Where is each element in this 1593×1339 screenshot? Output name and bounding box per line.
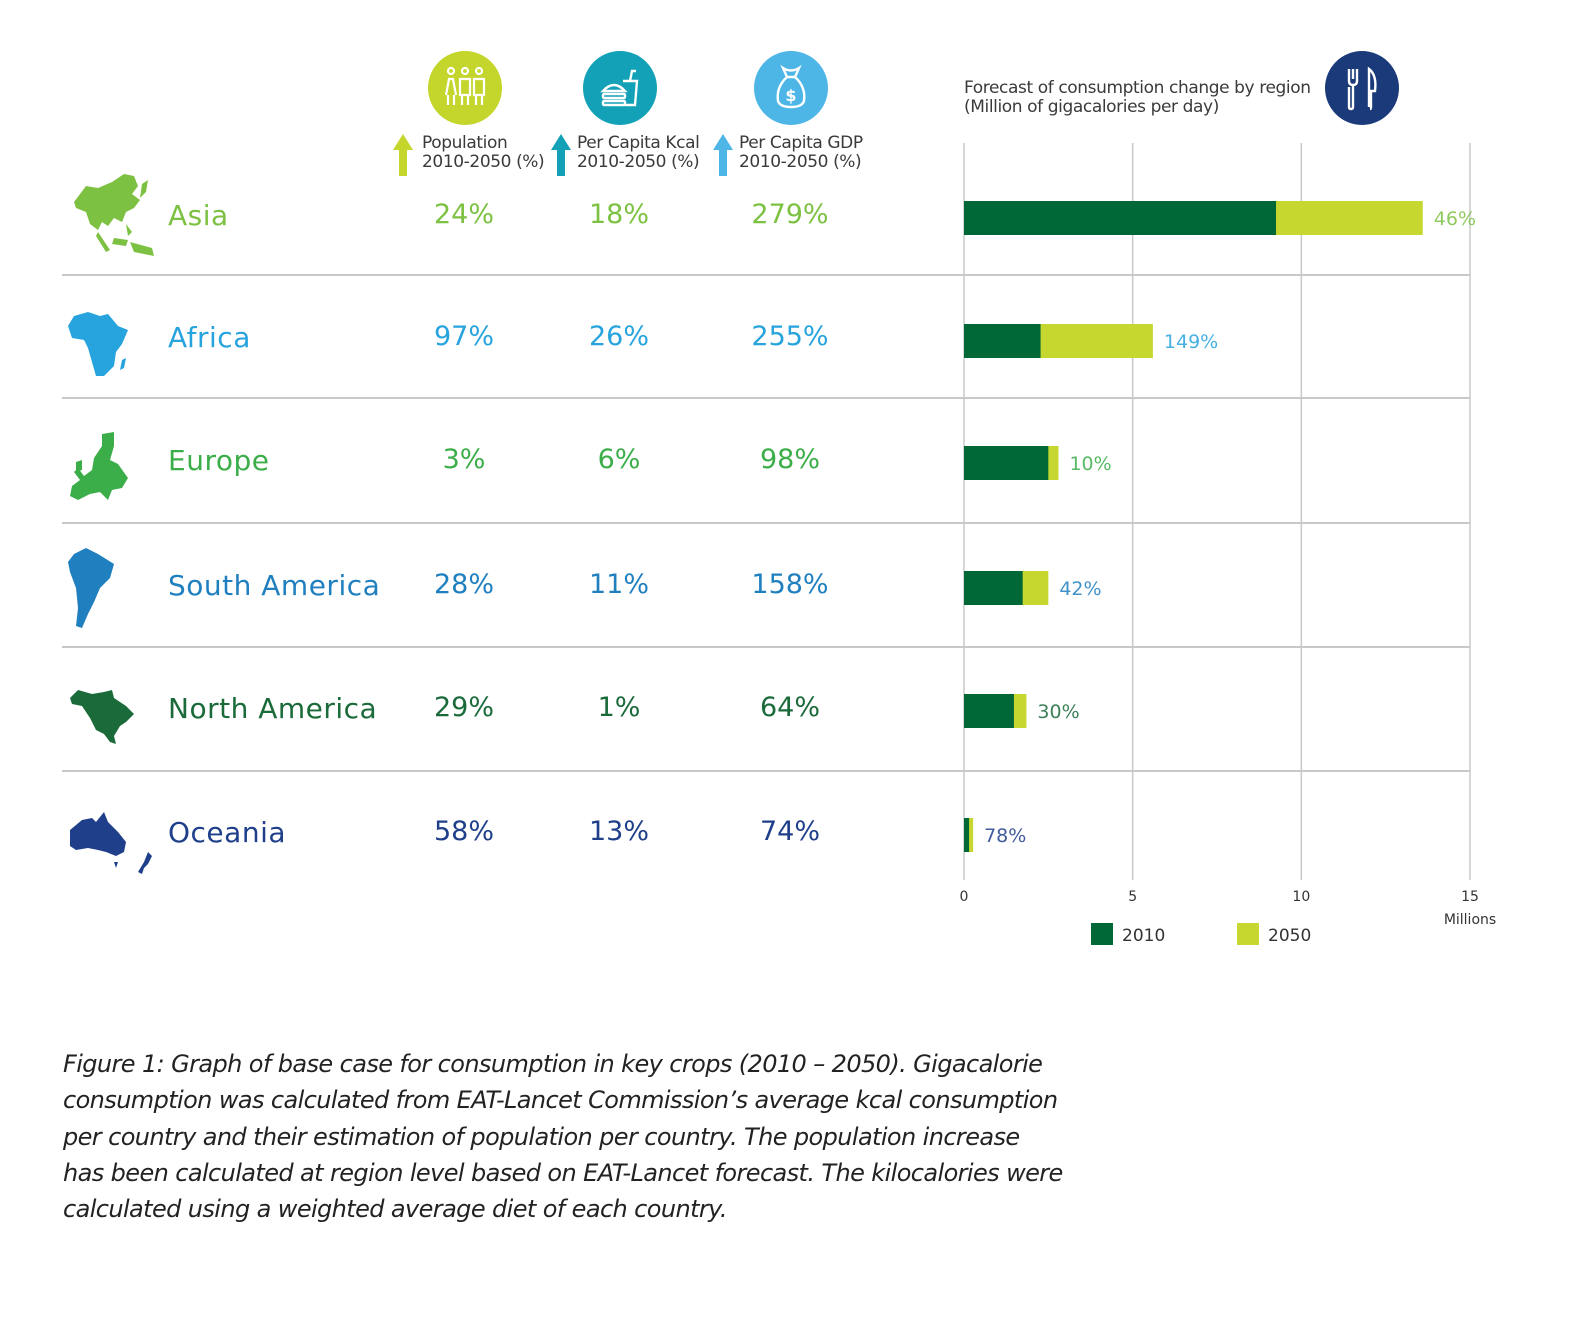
bar-2010 — [964, 324, 1041, 358]
row-divider — [62, 522, 1470, 524]
cutlery-icon — [1325, 51, 1399, 125]
africa-map-icon — [68, 312, 128, 376]
money-bag-icon: $ — [754, 51, 828, 125]
metric-gdp: 279% — [751, 199, 829, 230]
row-divider — [62, 646, 1470, 648]
up-arrow-icon — [551, 134, 571, 176]
metric-gdp: 255% — [751, 321, 829, 352]
metric-population: 3% — [442, 444, 486, 475]
legend-label: 2050 — [1268, 926, 1311, 946]
metric-gdp: 98% — [759, 444, 820, 475]
svg-text:$: $ — [785, 86, 796, 105]
region-name: Africa — [168, 321, 251, 354]
row-divider — [62, 770, 1470, 772]
metric-population: 29% — [433, 692, 494, 723]
oceania-map-icon — [70, 812, 152, 874]
region-name: Europe — [168, 444, 270, 477]
region-name: Asia — [168, 199, 229, 232]
data-label: 46% — [1434, 208, 1476, 230]
x-tick-label: 0 — [960, 889, 969, 905]
chart-title: Forecast of consumption change by region — [964, 78, 1311, 98]
bar-2010 — [964, 818, 970, 852]
chart-subtitle: (Million of gigacalories per day) — [964, 97, 1219, 117]
column-header-line1: Population — [422, 133, 508, 153]
column-header-gdp: Per Capita GDP 2010-2050 (%) — [739, 134, 863, 172]
bar-2010 — [964, 201, 1277, 235]
region-name: Oceania — [168, 816, 287, 849]
region-name: North America — [168, 692, 378, 725]
column-header-population: Population 2010-2050 (%) — [422, 133, 545, 172]
data-label: 10% — [1069, 453, 1111, 475]
column-header-line2: 2010-2050 (%) — [577, 152, 700, 172]
data-label: 30% — [1037, 701, 1079, 723]
column-header-line1: Per Capita GDP — [739, 133, 863, 153]
data-label: 78% — [984, 825, 1026, 847]
region-name: South America — [168, 569, 381, 602]
x-tick-label: 10 — [1292, 889, 1310, 905]
metric-population: 24% — [433, 199, 494, 230]
metric-population: 97% — [433, 321, 494, 352]
legend-label: 2010 — [1122, 926, 1165, 946]
metric-kcal: 1% — [597, 692, 641, 723]
metric-population: 58% — [433, 816, 494, 847]
bar-2010 — [964, 571, 1023, 605]
metric-kcal: 6% — [597, 444, 641, 475]
column-header-line1: Per Capita Kcal — [577, 133, 700, 153]
asia-map-icon — [74, 174, 154, 256]
metric-kcal: 26% — [588, 321, 649, 352]
figure-caption: Figure 1: Graph of base case for consump… — [63, 1050, 1063, 1224]
data-label: 149% — [1164, 331, 1218, 353]
row-divider — [62, 397, 1470, 399]
legend-swatch-2010 — [1091, 923, 1113, 945]
consumption-chart: 0 5 10 15 Millions 46% 149% 10% 42% 30% 78% 2010 205… — [960, 143, 1496, 946]
x-tick-label: 15 — [1461, 889, 1479, 905]
south-america-map-icon — [68, 548, 114, 628]
column-header-line2: 2010-2050 (%) — [422, 152, 545, 172]
people-icon — [428, 51, 502, 125]
metric-kcal: 18% — [588, 199, 649, 230]
row-divider — [62, 274, 1470, 276]
chart-title-block: Forecast of consumption change by region… — [964, 79, 1311, 117]
up-arrow-icon — [393, 134, 413, 176]
metric-gdp: 158% — [751, 569, 829, 600]
north-america-map-icon — [70, 690, 134, 744]
bar-2010 — [964, 694, 1014, 728]
column-header-line2: 2010-2050 (%) — [739, 152, 862, 172]
x-axis-label: Millions — [1444, 912, 1496, 928]
up-arrow-icon — [713, 134, 733, 176]
metric-gdp: 64% — [759, 692, 820, 723]
metric-kcal: 13% — [588, 816, 649, 847]
metric-kcal: 11% — [588, 569, 649, 600]
metric-gdp: 74% — [759, 816, 820, 847]
legend-swatch-2050 — [1237, 923, 1259, 945]
bar-2010 — [964, 446, 1049, 480]
data-label: 42% — [1059, 578, 1101, 600]
x-tick-label: 5 — [1128, 889, 1137, 905]
fast-food-icon — [583, 51, 657, 125]
europe-map-icon — [70, 432, 128, 500]
column-header-kcal: Per Capita Kcal 2010-2050 (%) — [577, 133, 700, 172]
metric-population: 28% — [433, 569, 494, 600]
